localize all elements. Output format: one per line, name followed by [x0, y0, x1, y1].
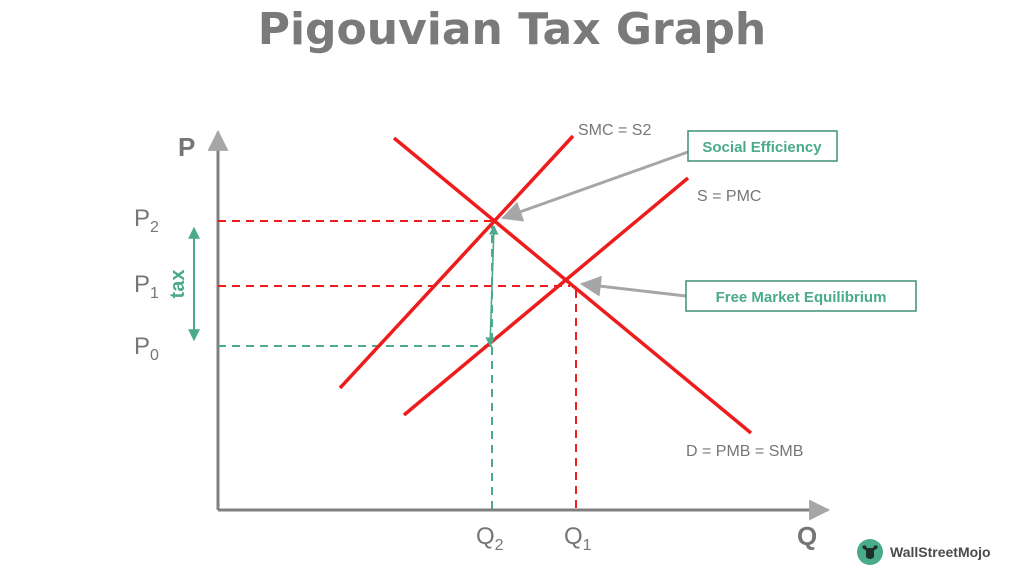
y-axis-label: P — [178, 132, 195, 162]
smc-curve-label: SMC = S2 — [578, 122, 651, 139]
brand-name: WallStreetMojo — [890, 544, 991, 560]
demand-curve — [392, 136, 753, 435]
q1-label: Q1 — [564, 523, 592, 554]
free-market-label: Free Market Equilibrium — [716, 289, 887, 306]
free-market-box — [685, 280, 917, 312]
tax-label: tax — [167, 270, 189, 299]
social-efficiency-box — [687, 130, 838, 162]
smc-curve — [338, 134, 575, 390]
pmc-curve-label: S = PMC — [697, 188, 761, 205]
bull-icon — [857, 539, 883, 565]
pmc-curve — [402, 176, 690, 417]
free-market-pointer — [579, 275, 687, 298]
p0-label: P0 — [134, 333, 159, 364]
p2-label: P2 — [134, 205, 159, 236]
social-efficiency-label: Social Efficiency — [702, 139, 822, 156]
x-axis-label: Q — [797, 521, 817, 551]
demand-curve-label: D = PMB = SMB — [686, 443, 803, 460]
page-title: Pigouvian Tax Graph — [257, 4, 767, 55]
social-efficiency-pointer — [501, 150, 689, 222]
brand-logo: WallStreetMojo — [856, 538, 991, 566]
tax-wedge-arrow — [485, 225, 499, 347]
p1-label: P1 — [134, 271, 159, 302]
q2-label: Q2 — [476, 523, 504, 554]
